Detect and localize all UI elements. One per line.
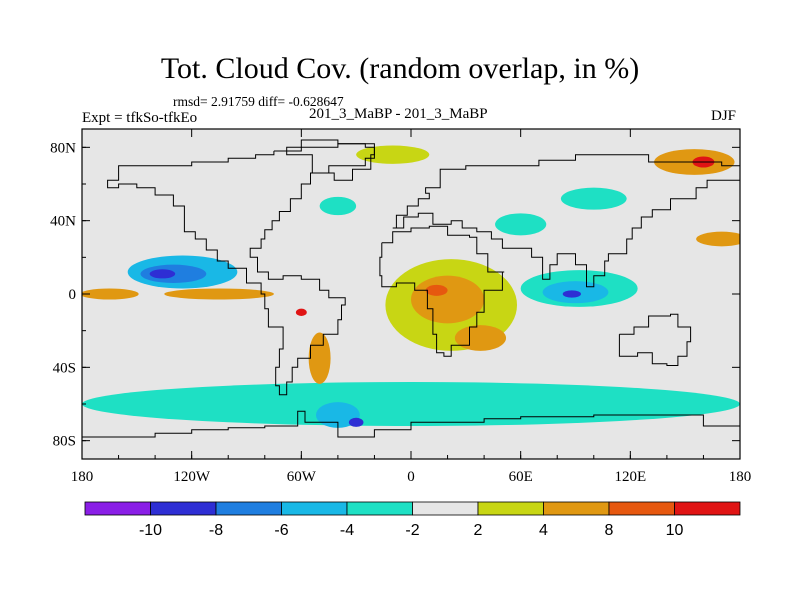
x-tick-label: 120W: [173, 469, 211, 485]
north-atlantic-dry-patch: [495, 213, 547, 236]
colorbar: -10 -8 -6 -4 -2 2 4 8 10: [84, 501, 741, 539]
colorbar-swatch: [215, 501, 282, 516]
coastline-2: [379, 225, 505, 357]
colorbar-swatch: [543, 501, 610, 516]
colorbar-label: -6: [274, 522, 288, 539]
x-tick-label: 60E: [509, 469, 533, 485]
north-atlantic-arctic-wet: [356, 145, 430, 164]
x-tick-label: 180: [71, 469, 94, 485]
colorbar-label: -8: [209, 522, 223, 539]
colorbar-label: 8: [605, 522, 614, 539]
colorbar-swatch: [150, 501, 217, 516]
colorbar-label: -10: [139, 522, 162, 539]
coastline-6: [82, 410, 740, 438]
gulf-stream-dry-patch: [319, 196, 357, 216]
coastline-4: [286, 139, 375, 181]
central-africa-wet-core: [411, 275, 485, 324]
y-tick-label: 80N: [50, 140, 76, 156]
drake-passage-dry-core: [315, 402, 360, 428]
drake-passage-dry-center: [348, 417, 364, 427]
y-axis: 80N 40N 0 40S 80S: [50, 140, 740, 450]
andes-wet-strip: [308, 332, 331, 384]
coastline-overlay: [82, 139, 740, 438]
coastline-3: [392, 154, 740, 288]
central-africa-wet-max: [425, 284, 448, 296]
south-atlantic-convergence-wet: [454, 325, 507, 351]
x-tick-label: 120E: [614, 469, 646, 485]
north-pacific-midlat-wet: [696, 231, 740, 247]
x-tick-label: 0: [407, 469, 415, 485]
y-tick-label: 40N: [50, 214, 76, 230]
x-tick-label: 60W: [287, 469, 317, 485]
experiment-label: Expt = tfkSo-tfkEo: [82, 110, 198, 126]
colorbar-label: -2: [405, 522, 419, 539]
colorbar-swatch: [281, 501, 348, 516]
colorbar-label: -4: [340, 522, 354, 539]
southern-ocean-dry-belt: [82, 382, 740, 426]
colorbar-swatch: [608, 501, 675, 516]
colorbar-swatch: [477, 501, 544, 516]
rmsd-diff-stats: rmsd= 2.91759 diff= -0.628647: [173, 94, 344, 109]
colorbar-swatch: [674, 501, 741, 516]
east-pacific-itcz-wet-core: [184, 289, 236, 295]
colorbar-label: 10: [666, 522, 684, 539]
colorbar-label: 4: [539, 522, 548, 539]
andes-wet-max: [295, 308, 307, 317]
chart-title: Tot. Cloud Cov. (random overlap, in %): [160, 52, 640, 85]
north-pacific-dry-center: [149, 269, 176, 279]
x-axis: 180 120W 60W 0 60E 120E 180: [71, 129, 752, 485]
colorbar-label: 2: [474, 522, 483, 539]
coastline-5: [618, 313, 692, 366]
colorbar-swatch: [412, 501, 479, 516]
colorbar-swatch: [346, 501, 413, 516]
run-names-label: 201_3_MaBP - 201_3_MaBP: [309, 106, 488, 122]
y-tick-label: 80S: [53, 434, 76, 450]
y-tick-label: 0: [69, 287, 77, 303]
tropical-west-pacific-wet-band: [82, 288, 139, 300]
season-label: DJF: [711, 108, 737, 124]
colorbar-swatch: [84, 501, 151, 516]
siberia-dry-patch: [560, 187, 627, 210]
difference-field: [82, 145, 740, 428]
y-tick-label: 40S: [53, 360, 76, 376]
indian-ocean-dry-center: [562, 290, 581, 298]
coastline-1: [107, 143, 375, 396]
x-tick-label: 180: [729, 469, 752, 485]
